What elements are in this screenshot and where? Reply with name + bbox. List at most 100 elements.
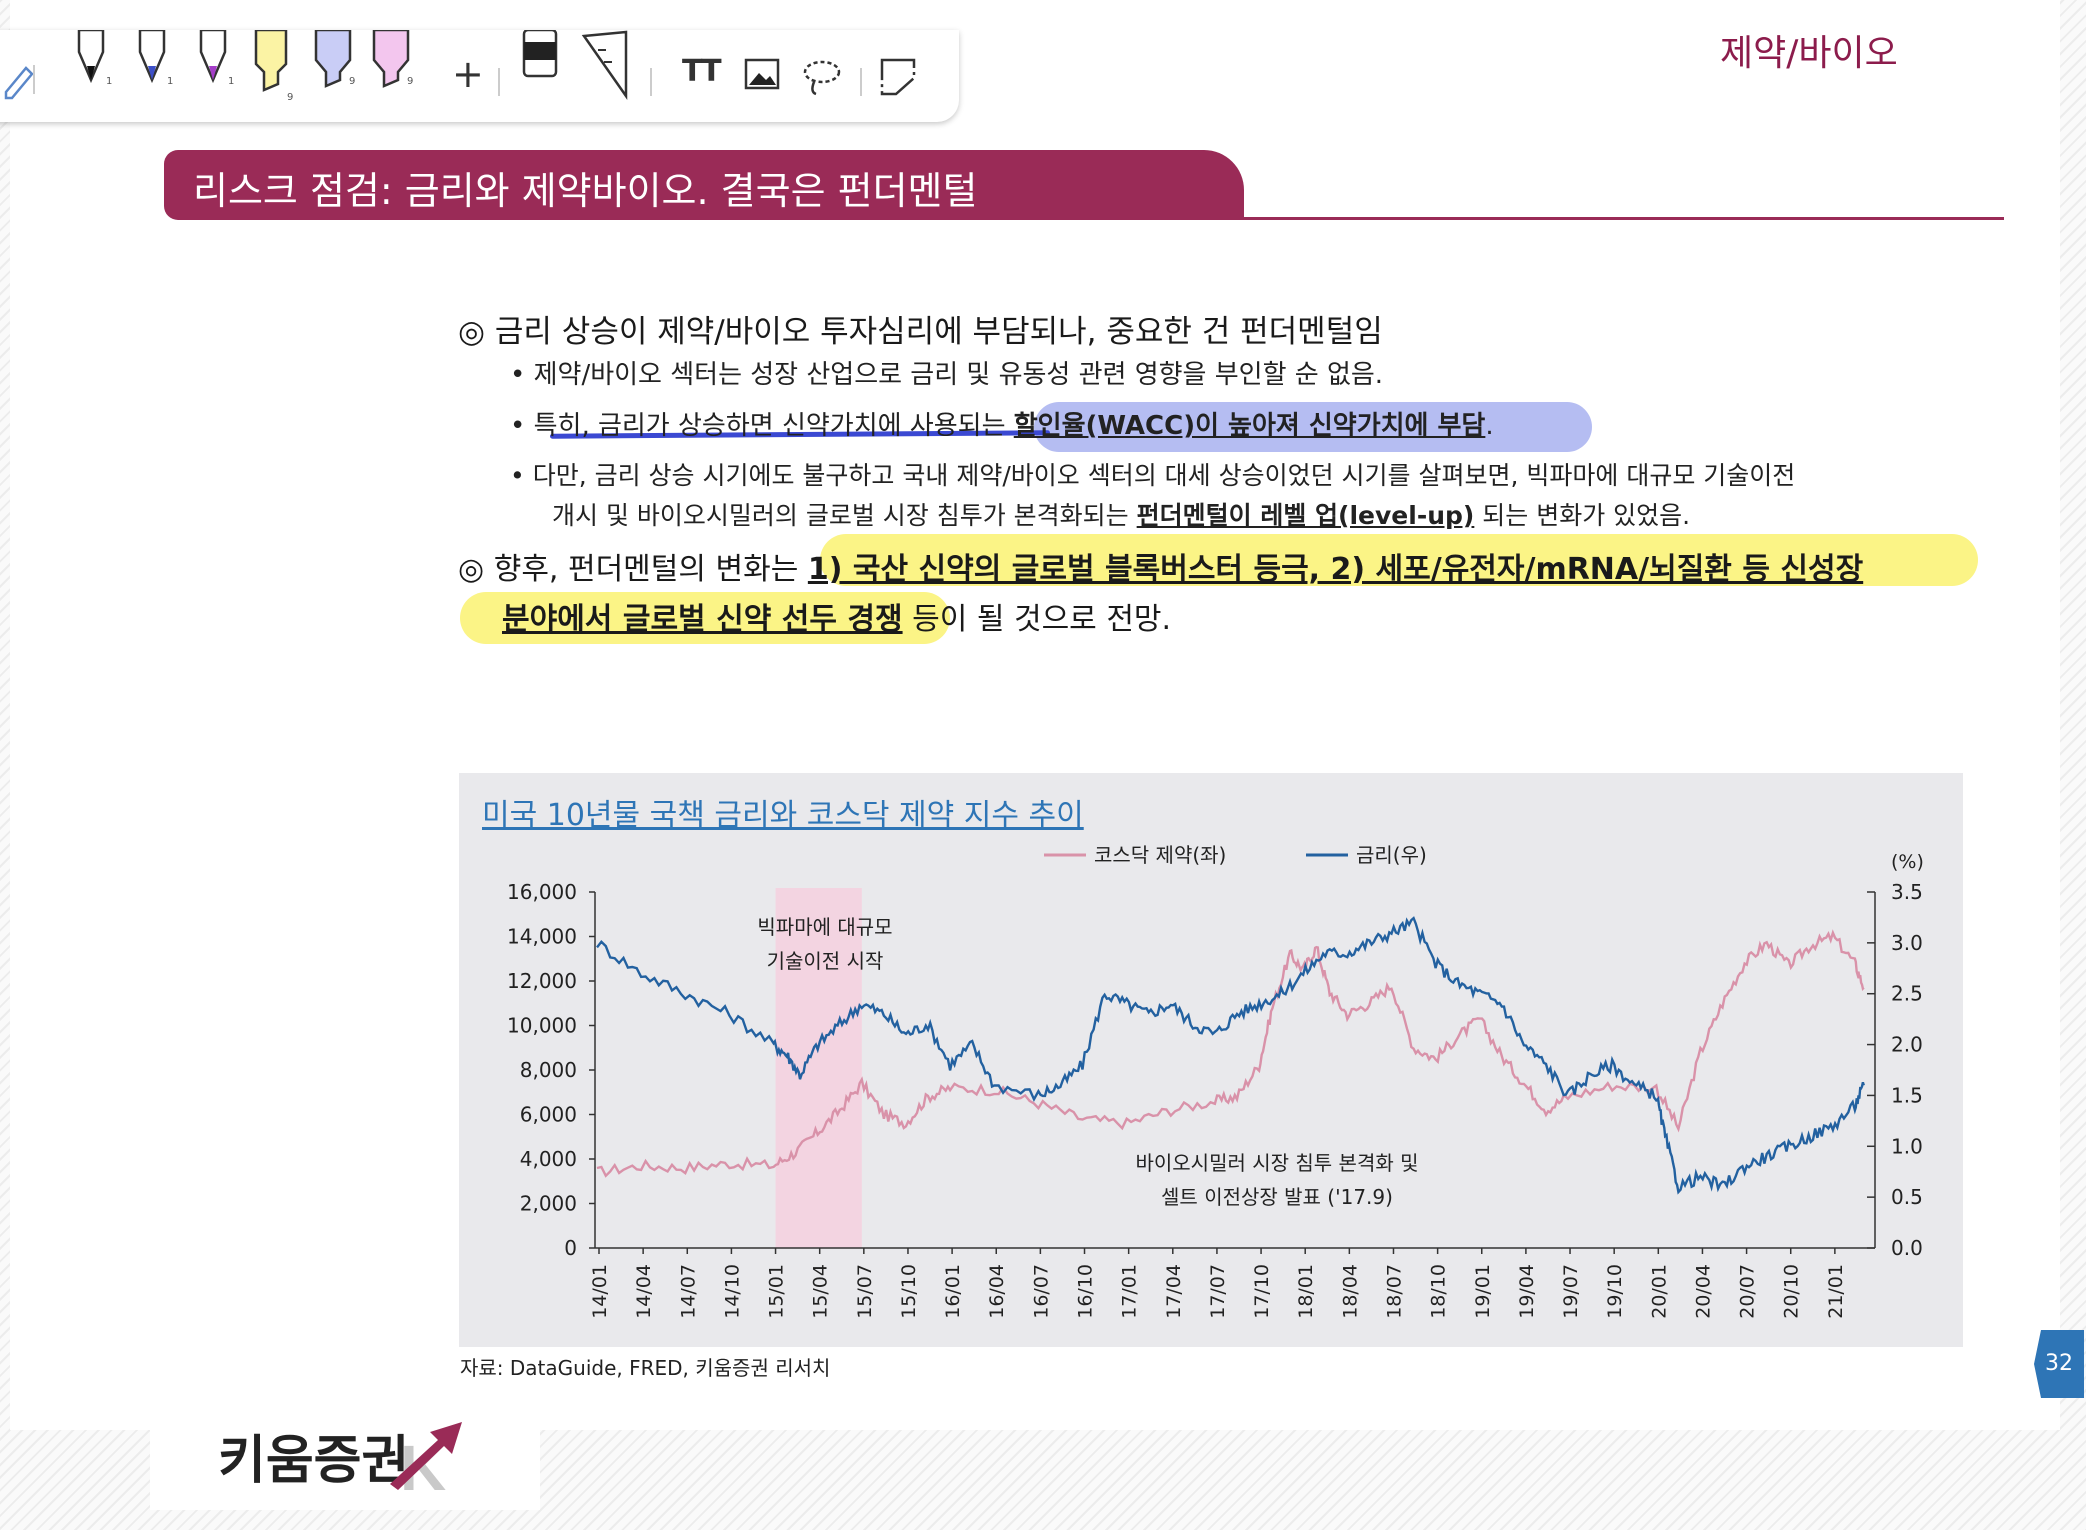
bullet-2-text: • 특히, 금리가 상승하면 신약가치에 사용되는 xyxy=(510,411,1014,441)
right-axis-label: 2.5 xyxy=(1891,982,1923,1006)
x-axis-label: 19/10 xyxy=(1604,1264,1626,1319)
point-2-bold-1: 1) 국산 신약의 글로벌 블록버스터 등극, 2) 세포/유전자/mRNA/뇌… xyxy=(807,552,1864,587)
yellow-highlight-annotation-1 xyxy=(820,534,1978,586)
ruler-icon[interactable] xyxy=(581,30,628,100)
x-axis-label: 21/01 xyxy=(1825,1264,1847,1319)
x-axis-label: 15/01 xyxy=(766,1264,788,1319)
x-axis-label: 19/01 xyxy=(1472,1264,1494,1319)
title-underline xyxy=(1244,217,2004,220)
x-axis-label: 15/10 xyxy=(898,1264,920,1319)
chart-title: 미국 10년물 국책 금리와 코스닥 제약 지수 추이 xyxy=(482,798,1084,833)
pen-blue-icon[interactable] xyxy=(138,30,166,84)
pen-blue-size: 1 xyxy=(167,76,174,87)
bullet-3-line-2: 개시 및 바이오시밀러의 글로벌 시장 침투가 본격화되는 펀더멘털이 레벨 업… xyxy=(552,496,1690,532)
shape-icon[interactable] xyxy=(880,58,916,96)
right-axis-unit: (%) xyxy=(1891,851,1924,873)
image-icon[interactable] xyxy=(744,58,780,90)
x-axis-label: 17/07 xyxy=(1207,1264,1229,1319)
x-axis-label: 19/07 xyxy=(1560,1264,1582,1319)
annotation-1-line-1: 빅파마에 대규모 xyxy=(757,915,892,939)
point-2-line-2: 분야에서 글로벌 신약 선두 경쟁 등이 될 것으로 전망. xyxy=(502,594,1171,638)
logo-arrow-icon: K xyxy=(390,1422,462,1494)
annotation-2-line-1: 바이오시밀러 시장 침투 본격화 및 xyxy=(1135,1151,1418,1175)
category-label: 제약/바이오 xyxy=(1720,33,1898,74)
x-axis-label: 19/04 xyxy=(1516,1264,1538,1319)
point-2-end: 등이 될 것으로 전망. xyxy=(902,602,1172,637)
title-bar xyxy=(164,150,1244,220)
x-axis-label: 18/04 xyxy=(1339,1264,1361,1319)
x-axis-label: 15/07 xyxy=(854,1264,876,1319)
x-axis-label: 17/04 xyxy=(1163,1264,1185,1319)
x-axis-label: 16/07 xyxy=(1030,1264,1052,1319)
x-axis-label: 18/01 xyxy=(1295,1264,1317,1319)
x-axis-label: 17/01 xyxy=(1119,1264,1141,1319)
left-axis-label: 4,000 xyxy=(520,1147,577,1171)
right-axis-label: 1.5 xyxy=(1891,1083,1923,1107)
legend-label-1: 코스닥 제약(좌) xyxy=(1094,843,1226,867)
legend-label-2: 금리(우) xyxy=(1356,843,1427,867)
point-2-text: ◎ 향후, 펀더멘털의 변화는 xyxy=(458,552,808,587)
yellow-highlight-annotation-2 xyxy=(460,592,950,644)
x-axis-label: 18/10 xyxy=(1428,1264,1450,1319)
left-axis-label: 2,000 xyxy=(520,1192,577,1216)
right-axis-label: 1.0 xyxy=(1891,1134,1923,1158)
text-tool-button[interactable]: TT xyxy=(682,54,722,89)
right-axis-label: 2.0 xyxy=(1891,1033,1923,1057)
point-2-bold-2: 분야에서 글로벌 신약 선두 경쟁 xyxy=(502,602,903,637)
x-axis-label: 20/01 xyxy=(1648,1264,1670,1319)
bullet-2-end: . xyxy=(1485,411,1494,441)
point-2-line-1: ◎ 향후, 펀더멘털의 변화는 1) 국산 신약의 글로벌 블록버스터 등극, … xyxy=(458,544,1863,588)
toolbar-icons xyxy=(4,30,916,100)
chart: 16,000 14,000 12,000 10,000 8,000 6,000 4,000 2… xyxy=(507,843,1924,1319)
category-tab xyxy=(1588,14,2028,72)
add-tool-button[interactable]: + xyxy=(452,52,484,96)
highlighter-pink-icon[interactable] xyxy=(372,30,410,88)
x-axis-label: 20/04 xyxy=(1692,1264,1714,1319)
highlighter-pink-size: 9 xyxy=(407,76,414,87)
highlighter-blue-icon[interactable] xyxy=(314,30,352,88)
logo-text: 키움증권 xyxy=(218,1431,410,1491)
left-axis-label: 0 xyxy=(564,1236,577,1260)
series-line-2 xyxy=(596,916,1865,1195)
blue-highlight-annotation xyxy=(1034,402,1592,452)
bullet-2-bold: 할인율(WACC)이 높아져 신약가치에 부담 xyxy=(1013,411,1486,441)
left-axis-label: 6,000 xyxy=(520,1103,577,1127)
source-note: 자료: DataGuide, FRED, 키움증권 리서치 xyxy=(460,1356,831,1380)
x-axis-label: 17/10 xyxy=(1251,1264,1273,1319)
right-axis-label: 0.5 xyxy=(1891,1185,1923,1209)
lasso-icon[interactable] xyxy=(803,60,841,96)
pen-purple-icon[interactable] xyxy=(199,30,227,84)
eraser-icon[interactable] xyxy=(522,30,558,78)
page-title: 리스크 점검: 금리와 제약바이오. 결국은 펀더멘털 xyxy=(193,169,978,213)
left-axis-label: 8,000 xyxy=(520,1058,577,1082)
bullet-1: • 제약/바이오 섹터는 성장 산업으로 금리 및 유동성 관련 영향을 부인할… xyxy=(510,360,1384,390)
left-axis-label: 10,000 xyxy=(507,1014,577,1038)
x-axis-label: 15/04 xyxy=(810,1264,832,1319)
pencil-icon[interactable] xyxy=(4,66,34,100)
page-number: 32 xyxy=(2034,1330,2084,1398)
page-bottom-strip xyxy=(150,1430,540,1510)
annotation-2-line-2: 셀트 이전상장 발표 ('17.9) xyxy=(1161,1185,1393,1209)
chart-panel xyxy=(459,773,1963,1347)
left-axis-label: 12,000 xyxy=(507,969,577,993)
x-axis-label: 16/04 xyxy=(986,1264,1008,1319)
highlighter-yellow-icon[interactable] xyxy=(254,30,288,92)
bullet-3-bold: 펀더멘털이 레벨 업(level-up) xyxy=(1136,501,1475,530)
x-axis-label: 14/07 xyxy=(677,1264,699,1319)
x-axis-label: 20/10 xyxy=(1781,1264,1803,1319)
left-axis-label: 14,000 xyxy=(507,925,577,949)
pen-black-icon[interactable] xyxy=(77,30,105,84)
x-axis-label: 14/10 xyxy=(721,1264,743,1319)
bullet-3-text: 개시 및 바이오시밀러의 글로벌 시장 침투가 본격화되는 xyxy=(552,501,1137,530)
highlighter-yellow-size: 9 xyxy=(287,92,294,103)
point-1: ◎ 금리 상승이 제약/바이오 투자심리에 부담되나, 중요한 건 펀더멘털임 xyxy=(458,314,1383,350)
bullet-2: • 특히, 금리가 상승하면 신약가치에 사용되는 할인율(WACC)이 높아져… xyxy=(510,405,1494,442)
highlighter-blue-size: 9 xyxy=(349,76,356,87)
left-axis-label: 16,000 xyxy=(507,880,577,904)
series-line-1 xyxy=(596,929,1865,1178)
x-axis-label: 14/04 xyxy=(633,1264,655,1319)
drawing-toolbar: 1 1 1 9 9 9 + TT xyxy=(0,30,959,122)
bullet-3-line-1: • 다만, 금리 상승 시기에도 불구하고 국내 제약/바이오 섹터의 대세 상… xyxy=(510,461,1796,490)
company-logo: 키움증권 xyxy=(218,1418,409,1493)
x-axis-label: 16/10 xyxy=(1075,1264,1097,1319)
